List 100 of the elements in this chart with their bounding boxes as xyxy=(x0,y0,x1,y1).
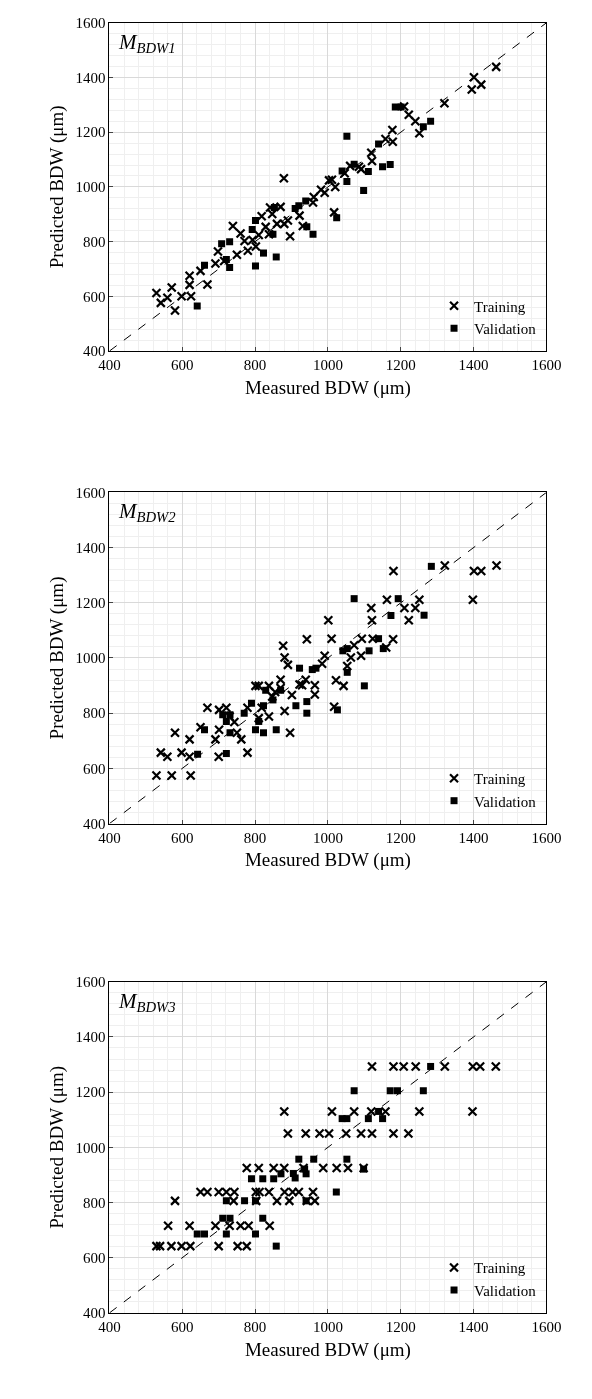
x-tick-label: 1200 xyxy=(385,357,416,374)
legend-label: Training xyxy=(474,771,526,788)
y-axis-title: Predicted BDW (μm) xyxy=(46,105,69,269)
point xyxy=(219,1214,227,1222)
point xyxy=(427,1062,435,1070)
point xyxy=(343,177,351,185)
point xyxy=(222,1230,230,1238)
point xyxy=(277,1170,285,1178)
x-tick-label: 400 xyxy=(98,829,121,846)
y-tick-label: 600 xyxy=(82,760,106,777)
point xyxy=(343,668,351,676)
point xyxy=(332,1188,340,1196)
point xyxy=(222,717,230,725)
point xyxy=(240,709,248,717)
point xyxy=(309,230,317,238)
point xyxy=(241,1197,249,1205)
point xyxy=(251,726,259,734)
legend-label: Validation xyxy=(474,321,537,338)
point xyxy=(379,1115,387,1123)
point xyxy=(219,711,227,719)
point xyxy=(375,1107,383,1115)
x-tick-label: 1400 xyxy=(458,357,489,374)
x-tick-label: 800 xyxy=(243,1318,267,1335)
point xyxy=(272,1242,280,1250)
point xyxy=(193,302,201,310)
point xyxy=(397,103,405,111)
point xyxy=(419,123,427,131)
point xyxy=(303,709,311,717)
point xyxy=(387,611,395,619)
point xyxy=(379,163,387,171)
point xyxy=(350,1087,358,1095)
x-tick-label: 600 xyxy=(171,829,194,846)
x-tick-label: 800 xyxy=(243,357,267,374)
y-tick-label: 1600 xyxy=(75,484,106,501)
point xyxy=(201,261,209,269)
y-tick-label: 1200 xyxy=(75,595,106,612)
point xyxy=(291,1174,299,1182)
y-axis-title: Predicted BDW (μm) xyxy=(46,1065,69,1229)
point xyxy=(386,1087,394,1095)
point xyxy=(259,1214,267,1222)
point xyxy=(375,140,383,148)
point xyxy=(360,186,368,194)
point xyxy=(364,1115,372,1123)
legend-label: Training xyxy=(474,298,526,315)
x-tick-label: 400 xyxy=(98,357,121,374)
point xyxy=(420,611,428,619)
point xyxy=(201,726,209,734)
point xyxy=(272,253,280,261)
point xyxy=(393,1087,401,1095)
point xyxy=(333,706,341,714)
x-tick-label: 1600 xyxy=(531,829,562,846)
point xyxy=(201,1230,209,1238)
chart-title: M$_{BDW3}$ xyxy=(118,989,176,1016)
y-axis-title: Predicted BDW (μm) xyxy=(46,576,69,740)
point xyxy=(303,698,311,706)
point xyxy=(296,664,304,672)
x-tick-label: 1200 xyxy=(385,829,416,846)
x-tick-label: 600 xyxy=(171,1318,194,1335)
point xyxy=(247,699,255,707)
y-tick-label: 1400 xyxy=(75,69,106,86)
x-tick-label: 600 xyxy=(171,357,194,374)
point xyxy=(360,682,368,690)
y-tick-label: 1000 xyxy=(75,650,106,667)
point xyxy=(270,1175,278,1183)
point xyxy=(375,635,383,643)
x-tick-label: 1000 xyxy=(312,357,343,374)
point xyxy=(218,240,226,248)
point xyxy=(226,264,234,272)
point xyxy=(343,1115,351,1123)
point xyxy=(226,238,234,246)
x-axis-title: Measured BDW (μm) xyxy=(244,1338,411,1361)
point xyxy=(427,562,435,570)
point xyxy=(364,168,372,176)
y-tick-label: 400 xyxy=(82,815,106,832)
chart-title: M$_{BDW1}$ xyxy=(118,30,176,57)
point xyxy=(255,717,263,725)
point xyxy=(260,249,267,257)
point xyxy=(303,223,311,231)
y-tick-label: 600 xyxy=(82,288,106,305)
point xyxy=(193,1230,201,1238)
point xyxy=(386,161,394,168)
x-axis-title: Measured BDW (μm) xyxy=(244,849,411,872)
x-axis-title: Measured BDW (μm) xyxy=(244,376,411,399)
point xyxy=(394,595,402,603)
y-tick-label: 800 xyxy=(82,1194,106,1211)
x-tick-label: 1400 xyxy=(458,1318,489,1335)
x-tick-label: 1000 xyxy=(312,829,343,846)
point xyxy=(222,749,230,757)
point xyxy=(427,117,435,125)
legend-label: Validation xyxy=(474,793,537,810)
point xyxy=(419,1087,427,1095)
y-tick-label: 1600 xyxy=(75,15,106,32)
x-tick-label: 1600 xyxy=(531,357,562,374)
point xyxy=(379,645,387,653)
y-tick-label: 400 xyxy=(82,343,106,360)
point xyxy=(260,702,267,710)
x-tick-label: 1600 xyxy=(531,1318,562,1335)
x-tick-label: 1200 xyxy=(385,1318,416,1335)
point xyxy=(222,255,230,263)
point xyxy=(338,167,346,175)
